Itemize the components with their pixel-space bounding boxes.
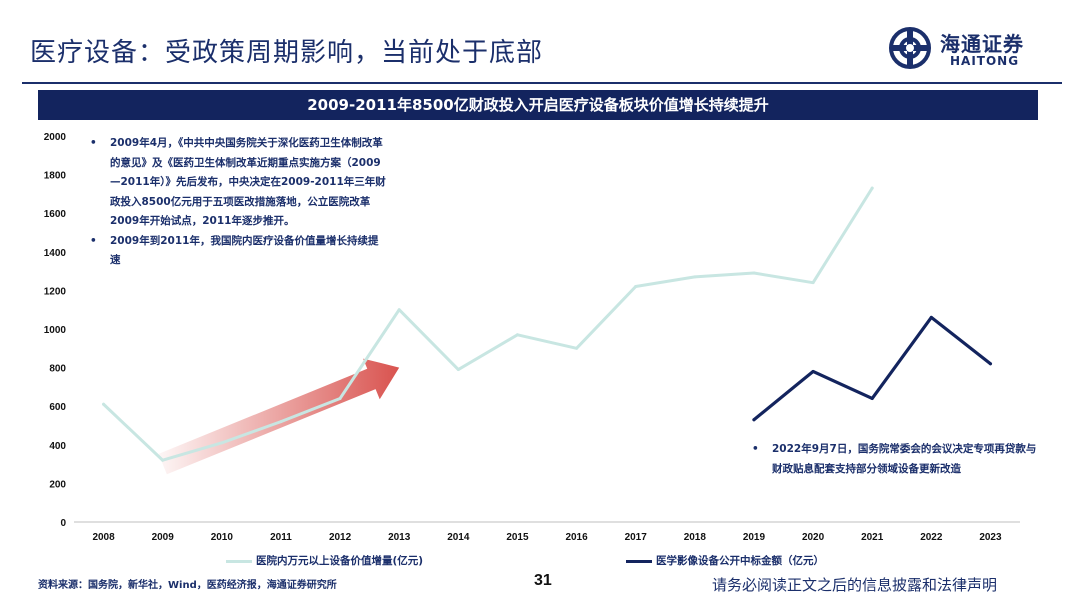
- title-divider: [22, 82, 1062, 84]
- series-1-point: [102, 402, 106, 406]
- series-1-point: [693, 275, 697, 279]
- page-number: 31: [534, 572, 552, 589]
- y-tick-label: 800: [49, 364, 66, 375]
- legend-label: 医院内万元以上设备价值增量(亿元): [256, 555, 424, 567]
- y-tick-label: 1200: [44, 286, 67, 297]
- x-tick-label: 2008: [92, 532, 115, 543]
- banner-headline: 2009-2011年8500亿财政投入开启医疗设备板块价值增长持续提升: [38, 90, 1038, 120]
- y-tick-label: 1600: [44, 209, 67, 220]
- series-1-point: [811, 281, 815, 285]
- note-text: 2009年到2011年，我国院内医疗设备价值量增长持续提速: [110, 234, 379, 267]
- x-tick-label: 2021: [861, 532, 884, 543]
- y-tick-label: 1800: [44, 171, 67, 182]
- y-tick-label: 0: [60, 518, 66, 529]
- legend-item-series-1: 医院内万元以上设备价值增量(亿元): [226, 553, 423, 568]
- x-tick-label: 2013: [388, 532, 411, 543]
- series-1-point: [338, 396, 342, 400]
- logo-text-cn: 海通证券: [940, 32, 1024, 56]
- x-tick-label: 2015: [506, 532, 529, 543]
- bullet-icon: •: [90, 137, 97, 149]
- x-tick-label: 2014: [447, 532, 470, 543]
- y-tick-label: 2000: [44, 132, 67, 143]
- note-item: • 2009年4月，《中共中央国务院关于深化医药卫生体制改革的意见》及《医药卫生…: [86, 134, 386, 232]
- y-tick-label: 400: [49, 441, 66, 452]
- x-tick-label: 2016: [565, 532, 588, 543]
- x-tick-label: 2012: [329, 532, 352, 543]
- x-tick-label: 2009: [152, 532, 175, 543]
- haitong-emblem-icon: [889, 27, 931, 69]
- series-line-1: [102, 186, 874, 462]
- series-1-point: [752, 271, 756, 275]
- legend-swatch: [626, 559, 652, 563]
- series-2-point: [929, 315, 933, 319]
- note-item: • 2022年9月7日，国务院常委会的会议决定专项再贷款与财政贴息配套支持部分领…: [748, 440, 1038, 479]
- disclaimer: 请务必阅读正文之后的信息披露和法律声明: [712, 576, 998, 594]
- series-1-point: [515, 333, 519, 337]
- source-note: 资料来源：国务院，新华社，Wind，医药经济报，海通证券研究所: [38, 580, 337, 591]
- series-2-point: [870, 396, 874, 400]
- notes-right: • 2022年9月7日，国务院常委会的会议决定专项再贷款与财政贴息配套支持部分领…: [748, 440, 1038, 479]
- legend-swatch: [226, 559, 252, 563]
- bullet-icon: •: [752, 443, 759, 455]
- series-2-point: [811, 369, 815, 373]
- legend-item-series-2: 医学影像设备公开中标金额（亿元）: [626, 553, 824, 568]
- series-2-point: [752, 418, 756, 422]
- series-1-point: [870, 186, 874, 190]
- series-1-point: [161, 458, 165, 462]
- series-1-point: [575, 346, 579, 350]
- x-tick-label: 2017: [625, 532, 648, 543]
- notes-left: • 2009年4月，《中共中央国务院关于深化医药卫生体制改革的意见》及《医药卫生…: [86, 134, 386, 271]
- series-line-2: [752, 315, 993, 422]
- series-2-point: [988, 362, 992, 366]
- y-tick-label: 1000: [44, 325, 67, 336]
- x-tick-label: 2023: [979, 532, 1002, 543]
- x-tick-label: 2011: [270, 532, 292, 543]
- series-1-point: [279, 420, 283, 424]
- haitong-logo: 海通证券 HAITONG: [888, 26, 1058, 74]
- legend-label: 医学影像设备公开中标金额（亿元）: [656, 555, 824, 567]
- series-1-point: [634, 285, 638, 289]
- x-tick-label: 2018: [684, 532, 707, 543]
- x-tick-label: 2010: [211, 532, 234, 543]
- y-tick-label: 1400: [44, 248, 67, 259]
- x-tick-label: 2020: [802, 532, 825, 543]
- note-item: • 2009年到2011年，我国院内医疗设备价值量增长持续提速: [86, 232, 386, 271]
- page-title: 医疗设备：受政策周期影响，当前处于底部: [30, 38, 544, 68]
- logo-text-en: HAITONG: [950, 54, 1020, 68]
- y-tick-label: 600: [49, 402, 66, 413]
- bullet-icon: •: [90, 234, 97, 247]
- note-text: 2022年9月7日，国务院常委会的会议决定专项再贷款与财政贴息配套支持部分领域设…: [772, 443, 1037, 475]
- x-tick-label: 2019: [743, 532, 766, 543]
- series-1-point: [456, 368, 460, 372]
- y-tick-label: 200: [49, 479, 66, 490]
- series-1-point: [220, 441, 224, 445]
- trend-arrow: [158, 358, 400, 475]
- series-1-point: [397, 308, 401, 312]
- x-tick-label: 2022: [920, 532, 943, 543]
- note-text: 2009年4月，《中共中央国务院关于深化医药卫生体制改革的意见》及《医药卫生体制…: [110, 137, 386, 227]
